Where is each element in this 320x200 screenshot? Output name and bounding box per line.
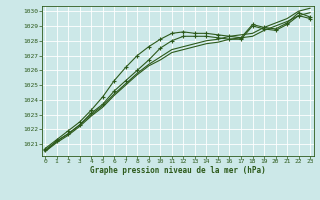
- X-axis label: Graphe pression niveau de la mer (hPa): Graphe pression niveau de la mer (hPa): [90, 166, 266, 175]
